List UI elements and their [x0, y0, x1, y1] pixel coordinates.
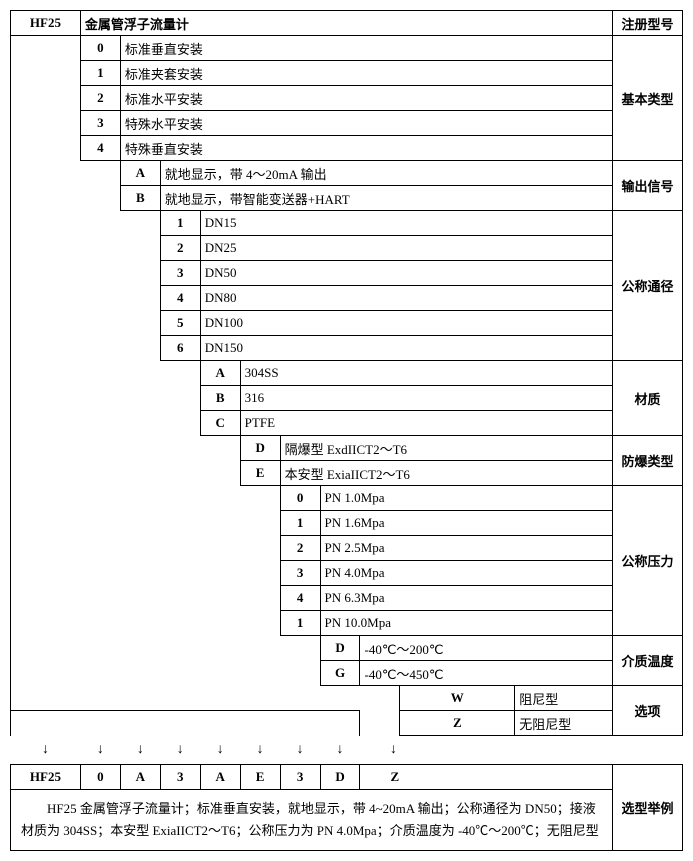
mat-k2: C	[200, 411, 240, 436]
arrow: ↓	[120, 736, 160, 765]
opt-k1: Z	[400, 711, 515, 736]
ex-c3: 3	[160, 765, 200, 790]
basic-k1: 1	[80, 61, 120, 86]
ex-v0: 隔爆型 ExdIICT2～T6	[280, 436, 612, 461]
pn-k1: 1	[280, 511, 320, 536]
mat-k1: B	[200, 386, 240, 411]
example-text: HF25 金属管浮子流量计；标准垂直安装，就地显示，带 4~20mA 输出；公称…	[11, 790, 613, 851]
dn-v0: DN15	[200, 211, 612, 236]
arrow: ↓	[280, 736, 320, 765]
ex-k0: D	[240, 436, 280, 461]
signal-k1: B	[120, 186, 160, 211]
temp-label: 介质温度	[613, 636, 683, 686]
pn-v1: PN 1.6Mpa	[320, 511, 612, 536]
ex-label: 防爆类型	[613, 436, 683, 486]
selection-table: HF25 金属管浮子流量计 注册型号 0 标准垂直安装 基本类型 1 标准夹套安…	[10, 10, 683, 851]
basic-k4: 4	[80, 136, 120, 161]
basic-label: 基本类型	[613, 36, 683, 161]
dn-v4: DN100	[200, 311, 612, 336]
temp-k1: G	[320, 661, 360, 686]
basic-k2: 2	[80, 86, 120, 111]
dn-k4: 5	[160, 311, 200, 336]
ex-c2: A	[120, 765, 160, 790]
ex-c8: Z	[360, 765, 613, 790]
arrow-row: ↓ ↓ ↓ ↓ ↓ ↓ ↓ ↓ ↓	[11, 736, 683, 765]
header-reg: 注册型号	[613, 11, 683, 36]
example-label: 选型举例	[613, 765, 683, 851]
dn-v3: DN80	[200, 286, 612, 311]
dn-v5: DN150	[200, 336, 612, 361]
pn-k0: 0	[280, 486, 320, 511]
basic-v2: 标准水平安装	[120, 86, 612, 111]
arrow: ↓	[11, 736, 81, 765]
pn-k4: 4	[280, 586, 320, 611]
dn-label: 公称通径	[613, 211, 683, 361]
dn-k0: 1	[160, 211, 200, 236]
dn-k2: 3	[160, 261, 200, 286]
opt-label: 选项	[613, 686, 683, 736]
pn-v4: PN 6.3Mpa	[320, 586, 612, 611]
basic-v0: 标准垂直安装	[120, 36, 612, 61]
signal-label: 输出信号	[613, 161, 683, 211]
main-table: HF25 金属管浮子流量计 注册型号 0 标准垂直安装 基本类型 1 标准夹套安…	[10, 10, 683, 851]
opt-v0: 阻尼型	[515, 686, 613, 711]
ex-c1: 0	[80, 765, 120, 790]
temp-v1: -40℃～450℃	[360, 661, 613, 686]
pn-v2: PN 2.5Mpa	[320, 536, 612, 561]
ex-c7: D	[320, 765, 360, 790]
ex-c5: E	[240, 765, 280, 790]
signal-v1: 就地显示，带智能变送器+HART	[160, 186, 612, 211]
basic-v4: 特殊垂直安装	[120, 136, 612, 161]
ex-k1: E	[240, 461, 280, 486]
basic-k3: 3	[80, 111, 120, 136]
temp-v0: -40℃～200℃	[360, 636, 613, 661]
arrow: ↓	[240, 736, 280, 765]
pn-v5: PN 10.0Mpa	[320, 611, 612, 636]
pn-k5: 1	[280, 611, 320, 636]
header-title: 金属管浮子流量计	[80, 11, 612, 36]
ex-v1: 本安型 ExiaIICT2～T6	[280, 461, 612, 486]
arrow: ↓	[200, 736, 240, 765]
opt-k0: W	[400, 686, 515, 711]
dn-k1: 2	[160, 236, 200, 261]
mat-k0: A	[200, 361, 240, 386]
arrow: ↓	[160, 736, 200, 765]
pn-v0: PN 1.0Mpa	[320, 486, 612, 511]
temp-k0: D	[320, 636, 360, 661]
mat-v1: 316	[240, 386, 612, 411]
signal-k0: A	[120, 161, 160, 186]
dn-k5: 6	[160, 336, 200, 361]
arrow: ↓	[320, 736, 360, 765]
dn-v1: DN25	[200, 236, 612, 261]
basic-v3: 特殊水平安装	[120, 111, 612, 136]
ex-c4: A	[200, 765, 240, 790]
arrow: ↓	[80, 736, 120, 765]
pn-label: 公称压力	[613, 486, 683, 636]
header-code: HF25	[11, 11, 81, 36]
dn-v2: DN50	[200, 261, 612, 286]
mat-v2: PTFE	[240, 411, 612, 436]
pn-k2: 2	[280, 536, 320, 561]
basic-v1: 标准夹套安装	[120, 61, 612, 86]
mat-v0: 304SS	[240, 361, 612, 386]
ex-c6: 3	[280, 765, 320, 790]
pn-v3: PN 4.0Mpa	[320, 561, 612, 586]
ex-c0: HF25	[11, 765, 81, 790]
mat-label: 材质	[613, 361, 683, 436]
signal-v0: 就地显示，带 4～20mA 输出	[160, 161, 612, 186]
opt-v1: 无阻尼型	[515, 711, 613, 736]
arrow: ↓	[360, 736, 613, 765]
dn-k3: 4	[160, 286, 200, 311]
pn-k3: 3	[280, 561, 320, 586]
example-codes: HF25 0 A 3 A E 3 D Z 选型举例	[11, 765, 683, 790]
basic-k0: 0	[80, 36, 120, 61]
